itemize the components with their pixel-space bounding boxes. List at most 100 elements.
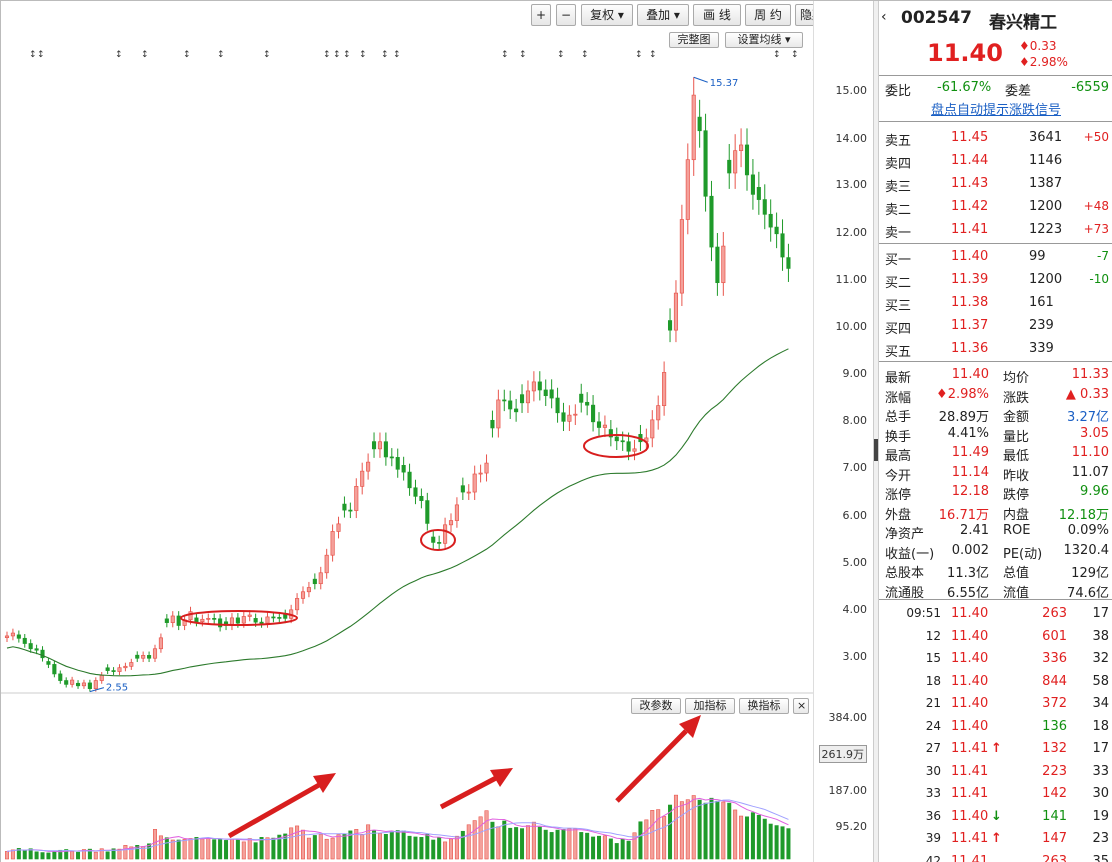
event-marker[interactable]: ↕ — [37, 50, 45, 60]
tick-count: 38 — [1092, 628, 1109, 644]
stat-value: 11.10 — [1071, 445, 1109, 460]
candle-body — [176, 615, 181, 626]
event-marker[interactable]: ↕ — [791, 50, 799, 60]
candle-body — [4, 635, 10, 639]
level-volume: 1146 — [1029, 153, 1063, 168]
diejia-dropdown[interactable]: 叠加 ▾ — [637, 4, 689, 26]
tick-volume: 601 — [1042, 628, 1067, 644]
stat-value: 3.05 — [1080, 425, 1109, 441]
candle-body — [549, 389, 554, 399]
event-marker[interactable]: ↕ — [649, 50, 657, 60]
period-button[interactable]: 周 约 — [745, 4, 791, 26]
tick-row: 21 11.40 372 34 — [879, 693, 1112, 715]
candle-body — [271, 616, 276, 619]
volume-bar — [460, 830, 465, 860]
candle-body — [514, 408, 519, 413]
event-marker[interactable]: ↕ — [323, 50, 331, 60]
event-marker[interactable]: ↕ — [343, 50, 351, 60]
sell-level-row[interactable]: 卖五 11.45 3641 +50 — [879, 127, 1112, 149]
candle-body — [360, 470, 365, 487]
sell-level-row[interactable]: 卖二 11.42 1200 +48 — [879, 196, 1112, 218]
stat-row: 净资产 2.41 ROE 0.09% — [879, 520, 1112, 542]
volume-bar — [508, 827, 513, 860]
level-label: 买二 — [885, 276, 912, 291]
chevron-left-icon[interactable]: ‹ — [881, 9, 887, 25]
collapse-handle[interactable] — [874, 439, 878, 461]
change-params-button[interactable]: 改参数 — [631, 698, 681, 714]
volume-bar — [40, 852, 45, 860]
event-marker[interactable]: ↕ — [501, 50, 509, 60]
volume-bar — [585, 832, 590, 860]
level-volume: 161 — [1029, 295, 1054, 310]
draw-line-button[interactable]: 画 线 — [693, 4, 741, 26]
candle-body — [194, 617, 199, 623]
event-marker[interactable]: ↕ — [115, 50, 123, 60]
event-marker[interactable]: ↕ — [581, 50, 589, 60]
buy-level-row[interactable]: 买五 11.36 339 — [879, 338, 1112, 360]
candle-body — [407, 471, 412, 489]
candle-body — [662, 372, 667, 406]
event-marker[interactable]: ↕ — [635, 50, 643, 60]
zoom-out-button[interactable]: − — [556, 4, 576, 26]
event-marker[interactable]: ↕ — [183, 50, 191, 60]
buy-level-row[interactable]: 买一 11.40 99 -7 — [879, 246, 1112, 268]
candle-body — [324, 554, 329, 574]
tick-count: 17 — [1092, 741, 1109, 756]
stat-label: 收益(一) — [885, 546, 935, 562]
tick-volume: 263 — [1042, 853, 1067, 862]
switch-indicator-button[interactable]: 换指标 — [739, 698, 789, 714]
volume-bar — [502, 820, 507, 860]
event-marker[interactable]: ↕ — [333, 50, 341, 60]
candle-body — [413, 487, 418, 497]
event-marker[interactable]: ↕ — [393, 50, 401, 60]
sell-level-row[interactable]: 卖三 11.43 1387 — [879, 173, 1112, 195]
volume-bar — [366, 824, 371, 860]
sell-level-row[interactable]: 卖四 11.44 1146 — [879, 150, 1112, 172]
volume-cursor-label: 261.9万 — [818, 745, 867, 763]
event-marker[interactable]: ↕ — [29, 50, 37, 60]
stat-row: 今开 11.14 昨收 11.07 — [879, 462, 1112, 484]
buy-level-row[interactable]: 买二 11.39 1200 -10 — [879, 269, 1112, 291]
event-marker[interactable]: ↕ — [557, 50, 565, 60]
stat-label: 换手 — [885, 429, 912, 445]
fuquan-dropdown[interactable]: 复权 ▾ — [581, 4, 633, 26]
event-marker[interactable]: ↕ — [359, 50, 367, 60]
volume-bar — [46, 852, 51, 860]
event-marker[interactable]: ↕ — [141, 50, 149, 60]
buy-level-row[interactable]: 买四 11.37 239 — [879, 315, 1112, 337]
price-tick: 11.00 — [835, 273, 868, 286]
stat-label: 涨停 — [885, 488, 912, 503]
candle-body — [454, 504, 459, 521]
event-marker[interactable]: ↕ — [217, 50, 225, 60]
kline-chart-area[interactable]: + − 复权 ▾ 叠加 ▾ 画 线 周 约 隐藏▸▸ ⛶ 完整图 设置均线 ▾ … — [1, 1, 868, 862]
volume-bar — [259, 837, 264, 860]
volume-bar — [691, 795, 696, 860]
panel-splitter[interactable] — [873, 1, 879, 862]
close-icon: × — [797, 699, 807, 712]
candle-body — [300, 591, 306, 599]
candle-body — [342, 503, 347, 511]
set-ma-dropdown[interactable]: 设置均线 ▾ — [725, 32, 803, 48]
volume-bar — [668, 804, 673, 860]
add-indicator-button[interactable]: 加指标 — [685, 698, 735, 714]
candle-body — [744, 144, 750, 176]
event-marker[interactable]: ↕ — [519, 50, 527, 60]
volume-bar — [496, 826, 501, 860]
stat-value: 12.18 — [951, 484, 989, 499]
candle-body — [703, 130, 708, 197]
close-indicator-button[interactable]: × — [793, 698, 809, 714]
event-marker[interactable]: ↕ — [773, 50, 781, 60]
signal-link[interactable]: 盘点自动提示涨跌信号 — [930, 103, 1061, 118]
candle-body — [419, 495, 424, 501]
candle-body — [188, 611, 193, 621]
sell-level-row[interactable]: 卖一 11.41 1223 +73 — [879, 219, 1112, 241]
volume-bar — [336, 834, 341, 860]
event-marker[interactable]: ↕ — [381, 50, 389, 60]
buy-level-row[interactable]: 买三 11.38 161 — [879, 292, 1112, 314]
full-chart-button[interactable]: 完整图 — [669, 32, 719, 48]
event-marker[interactable]: ↕ — [263, 50, 271, 60]
zoom-in-button[interactable]: + — [531, 4, 551, 26]
volume-bar — [194, 837, 199, 860]
volume-bar — [271, 837, 276, 860]
tick-volume: 372 — [1042, 696, 1067, 711]
